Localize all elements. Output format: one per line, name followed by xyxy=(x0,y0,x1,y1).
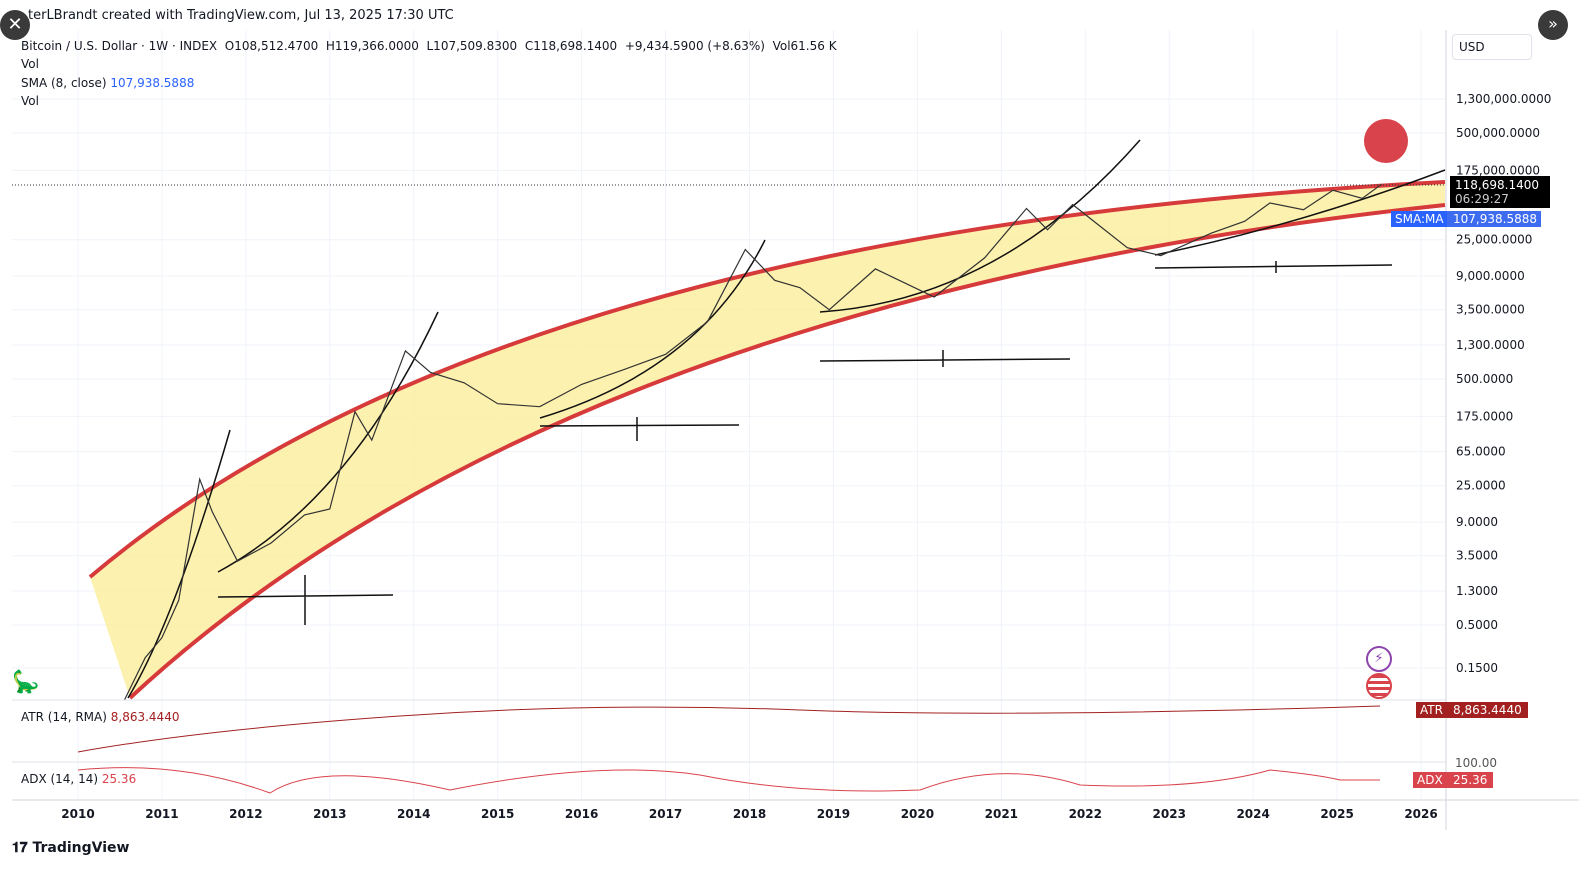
y-tick-label: 3,500.0000 xyxy=(1456,303,1525,317)
atr-label: ATR (14, RMA) xyxy=(21,710,107,724)
x-tick-label: 2021 xyxy=(985,807,1018,821)
angry-emoji-icon xyxy=(1364,119,1408,163)
y-tick-label: 175.0000 xyxy=(1456,409,1513,423)
y-tick-label: 9,000.0000 xyxy=(1456,269,1525,283)
lightning-icon[interactable]: ⚡ xyxy=(1366,646,1392,672)
x-tick-label: 2013 xyxy=(313,807,346,821)
close-icon: ✕ xyxy=(7,14,23,35)
last-price-label: 118,698.1400 06:29:27 xyxy=(1450,176,1550,208)
x-tick-label: 2017 xyxy=(649,807,682,821)
sma-axis-tag: SMA:MA xyxy=(1391,211,1448,227)
atr-tag: ATR xyxy=(1416,702,1447,718)
x-tick-label: 2023 xyxy=(1153,807,1186,821)
x-tick-label: 2018 xyxy=(733,807,766,821)
x-tick-label: 2025 xyxy=(1320,807,1353,821)
atr-line xyxy=(77,705,1381,753)
y-tick-label: 1.3000 xyxy=(1456,584,1498,598)
vol-indicator-label-2[interactable]: Vol xyxy=(21,94,39,108)
tradingview-logo[interactable]: 𝟏𝟕 TradingView xyxy=(12,840,129,856)
y-tick-label: 0.5000 xyxy=(1456,618,1498,632)
y-tick-label: 25.0000 xyxy=(1456,479,1506,493)
y-tick-label: 500,000.0000 xyxy=(1456,126,1540,140)
low-value: L107,509.8300 xyxy=(426,39,518,53)
x-tick-label: 2022 xyxy=(1069,807,1102,821)
y-tick-label: 0.1500 xyxy=(1456,661,1498,675)
y-tick-label: 175,000.0000 xyxy=(1456,163,1540,177)
y-tick-label: 3.5000 xyxy=(1456,549,1498,563)
expand-button[interactable]: » xyxy=(1538,10,1568,40)
bar-countdown: 06:29:27 xyxy=(1455,192,1509,206)
tv-logo-icon: 𝟏𝟕 xyxy=(12,840,33,856)
x-tick-label: 2010 xyxy=(61,807,94,821)
band-upper-line xyxy=(88,180,1446,579)
high-value: H119,366.0000 xyxy=(325,39,419,53)
open-value: O108,512.4700 xyxy=(224,39,319,53)
y-tick-label: 9.0000 xyxy=(1456,515,1498,529)
x-tick-label: 2020 xyxy=(901,807,934,821)
x-tick-label: 2026 xyxy=(1404,807,1437,821)
x-tick-label: 2011 xyxy=(145,807,178,821)
y-tick-label: 1,300.0000 xyxy=(1456,338,1525,352)
sma-indicator[interactable]: SMA (8, close) 107,938.5888 xyxy=(21,76,194,90)
dino-icon[interactable]: 🦕 xyxy=(12,670,40,695)
adx-line xyxy=(77,767,1380,794)
ohlc-legend: Bitcoin / U.S. Dollar · 1W · INDEX O108,… xyxy=(21,39,837,53)
x-tick-label: 2019 xyxy=(817,807,850,821)
volume-value: Vol61.56 K xyxy=(772,39,837,53)
x-tick-label: 2014 xyxy=(397,807,430,821)
trend-drawings xyxy=(127,139,1446,699)
chart-credit: terLBrandt created with TradingView.com,… xyxy=(28,8,454,23)
x-tick-label: 2012 xyxy=(229,807,262,821)
atr-legend[interactable]: ATR (14, RMA) 8,863.4440 xyxy=(21,710,179,724)
adx-tag: ADX xyxy=(1413,772,1447,788)
symbol-label: Bitcoin / U.S. Dollar · 1W · INDEX xyxy=(21,39,218,53)
y-tick-label: 25,000.0000 xyxy=(1456,233,1532,247)
x-tick-label: 2016 xyxy=(565,807,598,821)
sma-label: SMA (8, close) xyxy=(21,76,107,90)
band-fill xyxy=(90,182,1445,698)
adx-axis-value: 25.36 xyxy=(1447,772,1494,788)
x-tick-label: 2015 xyxy=(481,807,514,821)
sma-axis-value: 107,938.5888 xyxy=(1447,211,1541,227)
grid xyxy=(12,30,1446,800)
adx-axis-tick: 100.00 xyxy=(1455,756,1497,770)
adx-value: 25.36 xyxy=(101,772,137,786)
vol-indicator-label[interactable]: Vol xyxy=(21,57,39,71)
currency-selector[interactable]: USD xyxy=(1452,34,1532,60)
last-price-value: 118,698.1400 xyxy=(1455,178,1539,192)
close-button[interactable]: ✕ xyxy=(0,10,30,40)
change-value: +9,434.5900 (+8.63%) xyxy=(624,39,765,53)
y-tick-label: 500.0000 xyxy=(1456,372,1513,386)
y-tick-label: 65.0000 xyxy=(1456,445,1506,459)
atr-value: 8,863.4440 xyxy=(110,710,180,724)
close-value: C118,698.1400 xyxy=(524,39,618,53)
adx-label: ADX (14, 14) xyxy=(21,772,99,786)
brand-name: TradingView xyxy=(32,840,130,856)
y-tick-label: 1,300,000.0000 xyxy=(1456,92,1551,106)
sma-value: 107,938.5888 xyxy=(110,76,195,90)
x-tick-label: 2024 xyxy=(1236,807,1269,821)
chevron-double-right-icon: » xyxy=(1548,14,1558,33)
band-lower-line xyxy=(128,203,1446,700)
atr-axis-value: 8,863.4440 xyxy=(1447,702,1528,718)
us-flag-icon[interactable] xyxy=(1366,673,1392,699)
price-series-line xyxy=(123,183,1382,701)
adx-legend[interactable]: ADX (14, 14) 25.36 xyxy=(21,772,136,786)
